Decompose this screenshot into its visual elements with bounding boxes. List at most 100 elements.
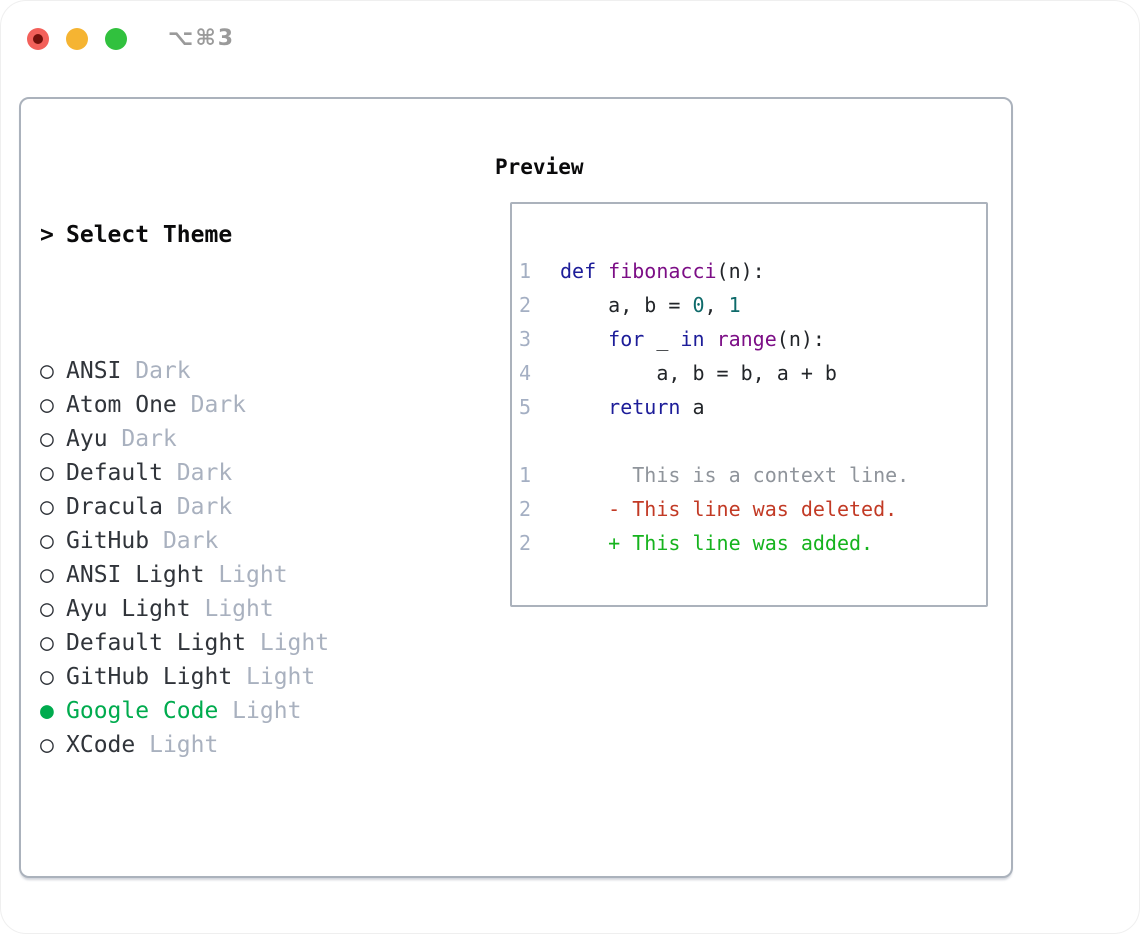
theme-name: ANSI Light	[66, 562, 205, 588]
line-number: 5	[519, 395, 532, 419]
token-fn: range	[716, 327, 777, 351]
code-line: 1 This is a context line.	[519, 458, 986, 492]
line-number: 4	[519, 361, 532, 385]
code-line: 1 def fibonacci(n):	[519, 254, 986, 288]
theme-variant: Dark	[176, 392, 247, 418]
keyboard-shortcut-label: ⌥⌘3	[168, 26, 236, 51]
token-pl: (n):	[776, 327, 825, 351]
theme-name: XCode	[66, 732, 136, 758]
spacer	[40, 864, 428, 898]
code-line: 2 a, b = 0, 1	[519, 288, 986, 322]
token-kw: in	[680, 327, 705, 351]
token-pl: a, b =	[560, 293, 693, 317]
radio-icon: ○	[40, 630, 54, 656]
theme-option-ayu[interactable]: ○ Ayu Dark	[40, 422, 428, 456]
code-line: 2 - This line was deleted.	[519, 492, 986, 526]
theme-option-default[interactable]: ○ Default Dark	[40, 456, 428, 490]
theme-option-default-light[interactable]: ○ Default Light Light	[40, 626, 428, 660]
radio-icon: ○	[40, 528, 54, 554]
radio-icon: ○	[40, 732, 54, 758]
panel-title: Select Theme	[66, 222, 233, 248]
radio-selected-icon: ●	[40, 698, 54, 724]
theme-variant: Dark	[107, 426, 177, 452]
theme-option-google-code[interactable]: ● Google Code Light	[40, 694, 428, 728]
code-line: 5 return a	[519, 390, 986, 424]
theme-name: Ayu	[66, 426, 108, 452]
theme-list: ○ ANSI Dark ○ Atom One Dark ○ Ayu Dark ○ Defaul…	[40, 354, 428, 762]
theme-name: GitHub Light	[66, 664, 233, 690]
minimize-button[interactable]	[66, 27, 88, 50]
theme-name: Ayu Light	[66, 596, 191, 622]
token-pl: a, b = b, a + b	[560, 361, 837, 385]
theme-variant: Dark	[121, 358, 191, 384]
theme-variant: Light	[135, 732, 219, 758]
blank-line	[519, 424, 986, 458]
token-pl: (n):	[716, 259, 765, 283]
diff-del-text: - This line was deleted.	[560, 497, 898, 521]
token-fn: fibonacci	[608, 259, 717, 283]
preview-title: Preview	[495, 155, 584, 179]
radio-icon: ○	[40, 460, 54, 486]
token-pl	[560, 327, 608, 351]
token-kw: for	[608, 327, 645, 351]
theme-name: Default	[66, 460, 163, 486]
unsaved-dot-icon	[33, 33, 43, 44]
radio-icon: ○	[40, 664, 54, 690]
code-line: 4 a, b = b, a + b	[519, 356, 986, 390]
line-number: 1	[519, 259, 532, 283]
theme-option-atom-one[interactable]: ○ Atom One Dark	[40, 388, 428, 422]
diff-ctx-text: This is a context line.	[560, 463, 910, 487]
theme-option-github-light[interactable]: ○ GitHub Light Light	[40, 660, 428, 694]
line-number: 1	[519, 463, 532, 487]
theme-variant: Light	[218, 698, 302, 724]
line-number: 3	[519, 327, 532, 351]
radio-icon: ○	[40, 358, 54, 384]
theme-variant: Light	[232, 664, 316, 690]
theme-name: GitHub	[66, 528, 150, 554]
theme-name: Default Light	[66, 630, 247, 656]
theme-option-ansi-light[interactable]: ○ ANSI Light Light	[40, 558, 428, 592]
zoom-button[interactable]	[105, 27, 127, 50]
token-pl: a	[680, 395, 705, 419]
theme-option-ansi[interactable]: ○ ANSI Dark	[40, 354, 428, 388]
diff-add-text: + This line was added.	[560, 531, 874, 555]
radio-icon: ○	[40, 426, 54, 452]
theme-variant: Light	[190, 596, 274, 622]
theme-selector-window: > Select Theme ○ ANSI Dark ○ Atom One Dark ○ A…	[19, 97, 1013, 878]
theme-name: ANSI	[66, 358, 122, 384]
token-pl: _	[644, 327, 681, 351]
theme-option-github[interactable]: ○ GitHub Dark	[40, 524, 428, 558]
token-pl	[705, 327, 717, 351]
code-line: 3 for _ in range(n):	[519, 322, 986, 356]
theme-variant: Light	[246, 630, 330, 656]
theme-name: Dracula	[66, 494, 163, 520]
line-number: 2	[519, 531, 532, 555]
close-button[interactable]	[27, 27, 49, 50]
token-num: 1	[728, 293, 741, 317]
theme-panel: > Select Theme ○ ANSI Dark ○ Atom One Dark ○ A…	[40, 150, 428, 934]
code-line: 2 + This line was added.	[519, 526, 986, 560]
select-theme-header: > Select Theme	[40, 218, 428, 252]
line-number: 2	[519, 293, 532, 317]
theme-variant: Light	[204, 562, 288, 588]
radio-icon: ○	[40, 392, 54, 418]
radio-icon: ○	[40, 596, 54, 622]
theme-variant: Dark	[162, 494, 233, 520]
titlebar: ⌥⌘3	[27, 26, 235, 51]
radio-icon: ○	[40, 494, 54, 520]
line-number: 2	[519, 497, 532, 521]
theme-name: Atom One	[66, 392, 177, 418]
prompt-icon: >	[40, 222, 54, 248]
theme-option-ayu-light[interactable]: ○ Ayu Light Light	[40, 592, 428, 626]
radio-icon: ○	[40, 562, 54, 588]
token-num: 0	[692, 293, 705, 317]
theme-option-dracula[interactable]: ○ Dracula Dark	[40, 490, 428, 524]
theme-option-xcode[interactable]: ○ XCode Light	[40, 728, 428, 762]
theme-variant: Dark	[149, 528, 219, 554]
theme-variant: Dark	[162, 460, 233, 486]
token-kw: def	[560, 259, 609, 283]
token-pl	[560, 395, 608, 419]
